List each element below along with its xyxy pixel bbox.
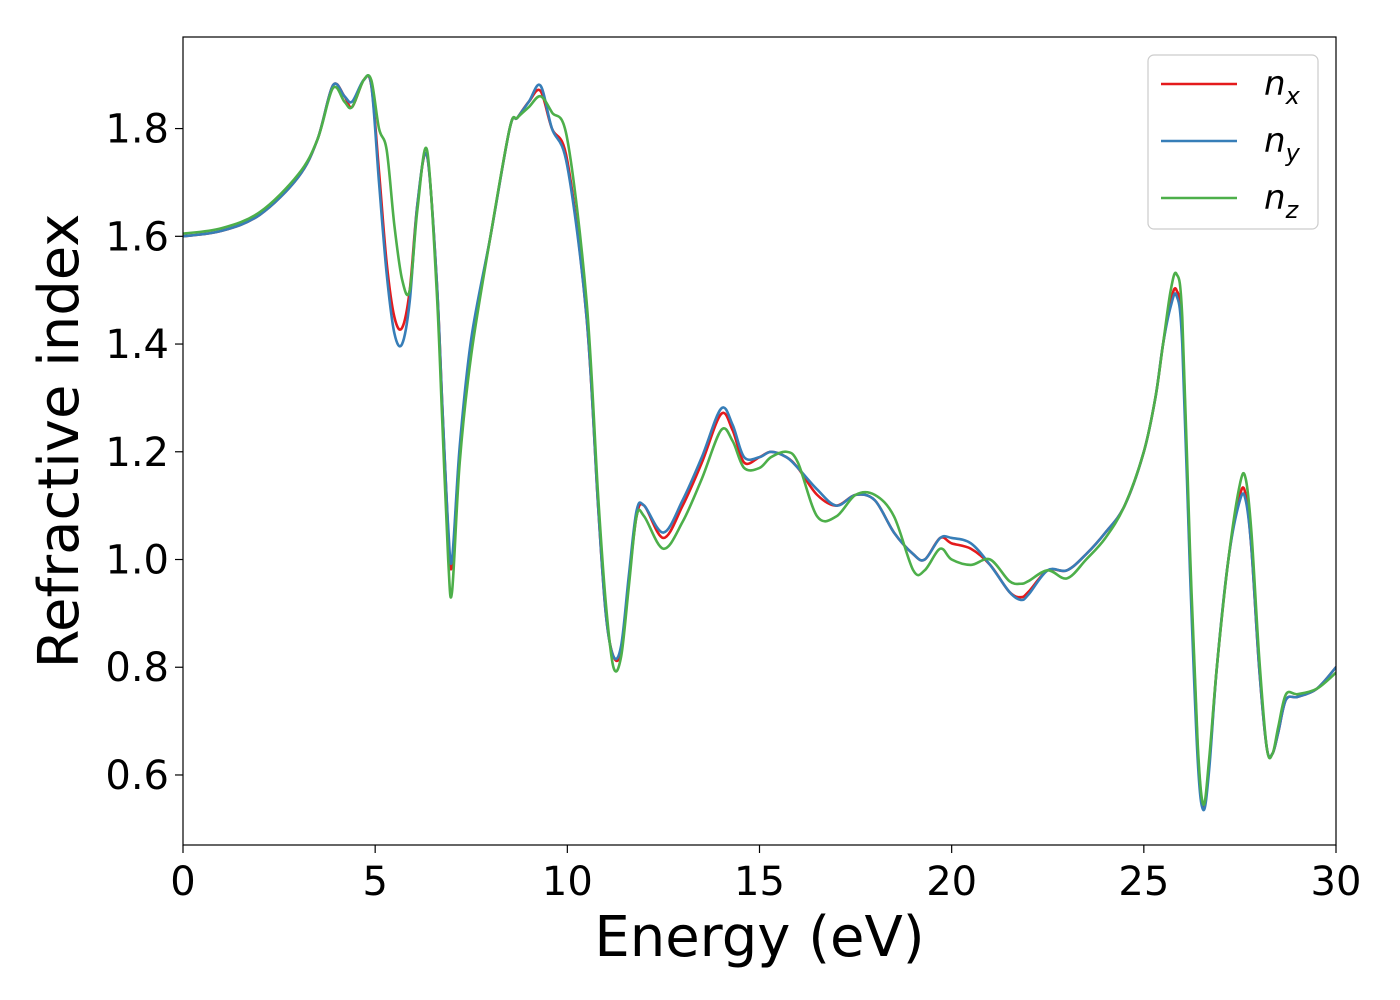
legend-label-base: n	[1264, 178, 1286, 218]
x-axis-label: Energy (eV)	[594, 905, 924, 970]
series-line-z	[183, 74, 1336, 806]
x-tick-label: 20	[926, 859, 977, 905]
x-tick-label: 30	[1311, 859, 1362, 905]
y-tick-label: 1.8	[105, 107, 169, 153]
x-tick-label: 10	[542, 859, 593, 905]
series-lines	[183, 74, 1336, 812]
y-tick-label: 0.6	[105, 753, 169, 799]
y-tick-label: 0.8	[105, 645, 169, 691]
legend-label-subscript: y	[1285, 139, 1301, 167]
x-tick-label: 15	[734, 859, 785, 905]
y-tick-label: 1.4	[105, 322, 169, 368]
x-tick-label: 0	[170, 859, 195, 905]
y-tick-label: 1.6	[105, 214, 169, 260]
legend-label-subscript: x	[1285, 82, 1301, 110]
x-tick-label: 5	[362, 859, 387, 905]
legend-label-base: n	[1264, 64, 1286, 104]
legend-label-z: nz	[1264, 178, 1300, 224]
y-tick-label: 1.2	[105, 430, 169, 476]
y-tick-label: 1.0	[105, 538, 169, 584]
y-axis-label: Refractive index	[27, 214, 92, 669]
legend-label-base: n	[1264, 121, 1286, 161]
legend-label-x: nx	[1264, 64, 1301, 110]
legend-label-y: ny	[1264, 121, 1301, 167]
legend-label-subscript: z	[1285, 196, 1300, 224]
x-tick-label: 25	[1118, 859, 1169, 905]
x-axis-ticks: 0 5 10 15 20 25 30	[170, 845, 1361, 905]
y-axis-ticks: 0.6 0.8 1.0 1.2 1.4 1.6 1.8	[105, 107, 183, 799]
